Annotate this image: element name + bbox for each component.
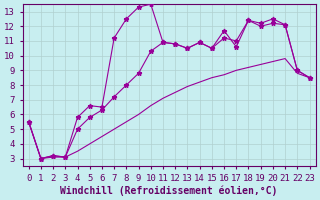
X-axis label: Windchill (Refroidissement éolien,°C): Windchill (Refroidissement éolien,°C) (60, 185, 278, 196)
